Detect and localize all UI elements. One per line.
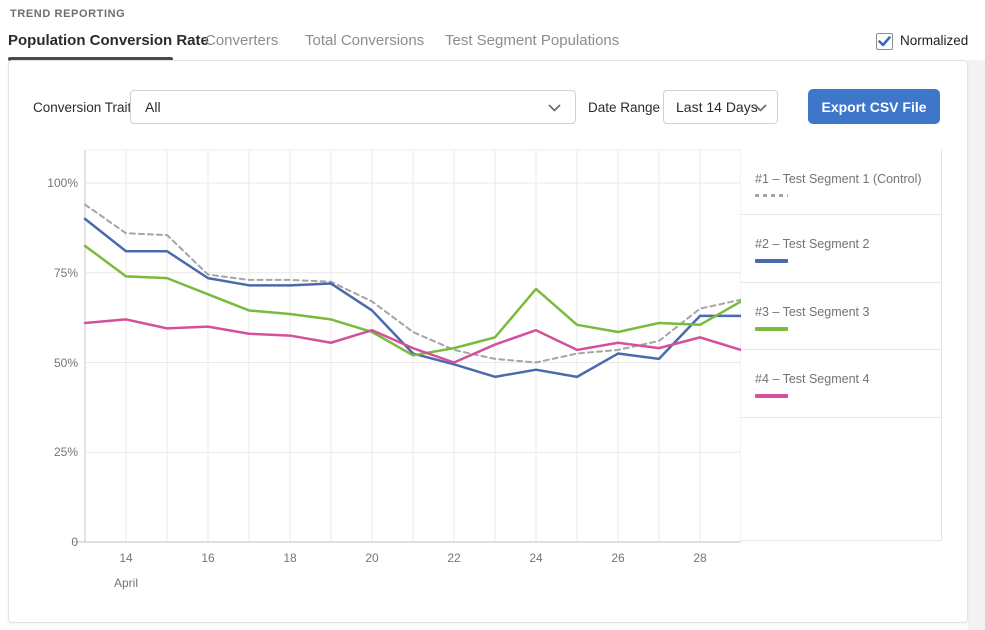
- tab-converters[interactable]: Converters: [205, 32, 279, 49]
- x-axis-tick-label: 16: [201, 551, 215, 565]
- export-csv-button[interactable]: Export CSV File: [808, 89, 940, 124]
- series-line: [83, 217, 743, 379]
- chart-legend: #1 – Test Segment 1 (Control) #2 – Test …: [741, 150, 942, 541]
- x-axis-tick-label: 24: [529, 551, 543, 565]
- x-axis-tick-label: 22: [447, 551, 461, 565]
- x-axis-tick-label: 20: [365, 551, 379, 565]
- legend-item-test-segment-3[interactable]: #3 – Test Segment 3: [741, 283, 941, 350]
- date-range-value: Last 14 Days: [676, 99, 758, 115]
- conversion-trait-select[interactable]: All: [130, 90, 576, 124]
- page-right-gutter: [968, 60, 985, 630]
- y-axis-tick-label: 100%: [47, 176, 78, 190]
- conversion-trait-label: Conversion Trait: [33, 100, 132, 115]
- tab-test-segment-populations[interactable]: Test Segment Populations: [445, 32, 620, 49]
- tab-population-conversion-rate[interactable]: Population Conversion Rate: [8, 32, 209, 49]
- series-2-swatch-icon: [755, 259, 788, 263]
- normalized-checkbox[interactable]: [876, 33, 893, 50]
- y-axis-tick-label: 50%: [53, 355, 78, 370]
- legend-empty-row: [741, 418, 941, 541]
- chevron-down-icon: [548, 104, 561, 112]
- series-1-swatch-icon: [755, 194, 788, 197]
- date-range-select[interactable]: Last 14 Days: [663, 90, 778, 124]
- legend-label: #1 – Test Segment 1 (Control): [755, 172, 922, 186]
- legend-item-test-segment-2[interactable]: #2 – Test Segment 2: [741, 215, 941, 283]
- legend-label: #4 – Test Segment 4: [755, 372, 870, 386]
- series-3-swatch-icon: [755, 327, 788, 331]
- chevron-down-icon: [754, 104, 767, 112]
- x-axis-tick-label: 26: [611, 551, 625, 565]
- normalized-label: Normalized: [900, 33, 969, 48]
- conversion-trait-value: All: [145, 99, 161, 115]
- x-axis-tick-label: 18: [283, 551, 297, 565]
- legend-item-test-segment-1[interactable]: #1 – Test Segment 1 (Control): [741, 150, 941, 215]
- tab-total-conversions[interactable]: Total Conversions: [305, 32, 425, 49]
- y-axis-tick-label: 75%: [53, 265, 78, 280]
- series-line: [83, 244, 743, 357]
- date-range-label: Date Range: [588, 100, 661, 115]
- y-axis-tick-label: 25%: [53, 445, 78, 460]
- series-line: [84, 203, 742, 364]
- legend-label: #2 – Test Segment 2: [755, 237, 870, 251]
- x-axis-month-label: April: [113, 576, 138, 590]
- y-axis-tick-label: 0: [71, 535, 78, 549]
- active-tab-underline: [8, 57, 173, 61]
- check-icon: [878, 36, 891, 47]
- x-axis-tick-label: 14: [119, 551, 133, 565]
- tab-bar: Population Conversion Rate Converters To…: [0, 32, 985, 58]
- x-axis-tick-label: 28: [693, 551, 707, 565]
- page-title: TREND REPORTING: [10, 8, 126, 20]
- legend-item-test-segment-4[interactable]: #4 – Test Segment 4: [741, 350, 941, 418]
- legend-label: #3 – Test Segment 3: [755, 305, 870, 319]
- series-4-swatch-icon: [755, 394, 788, 398]
- series-line: [83, 318, 743, 364]
